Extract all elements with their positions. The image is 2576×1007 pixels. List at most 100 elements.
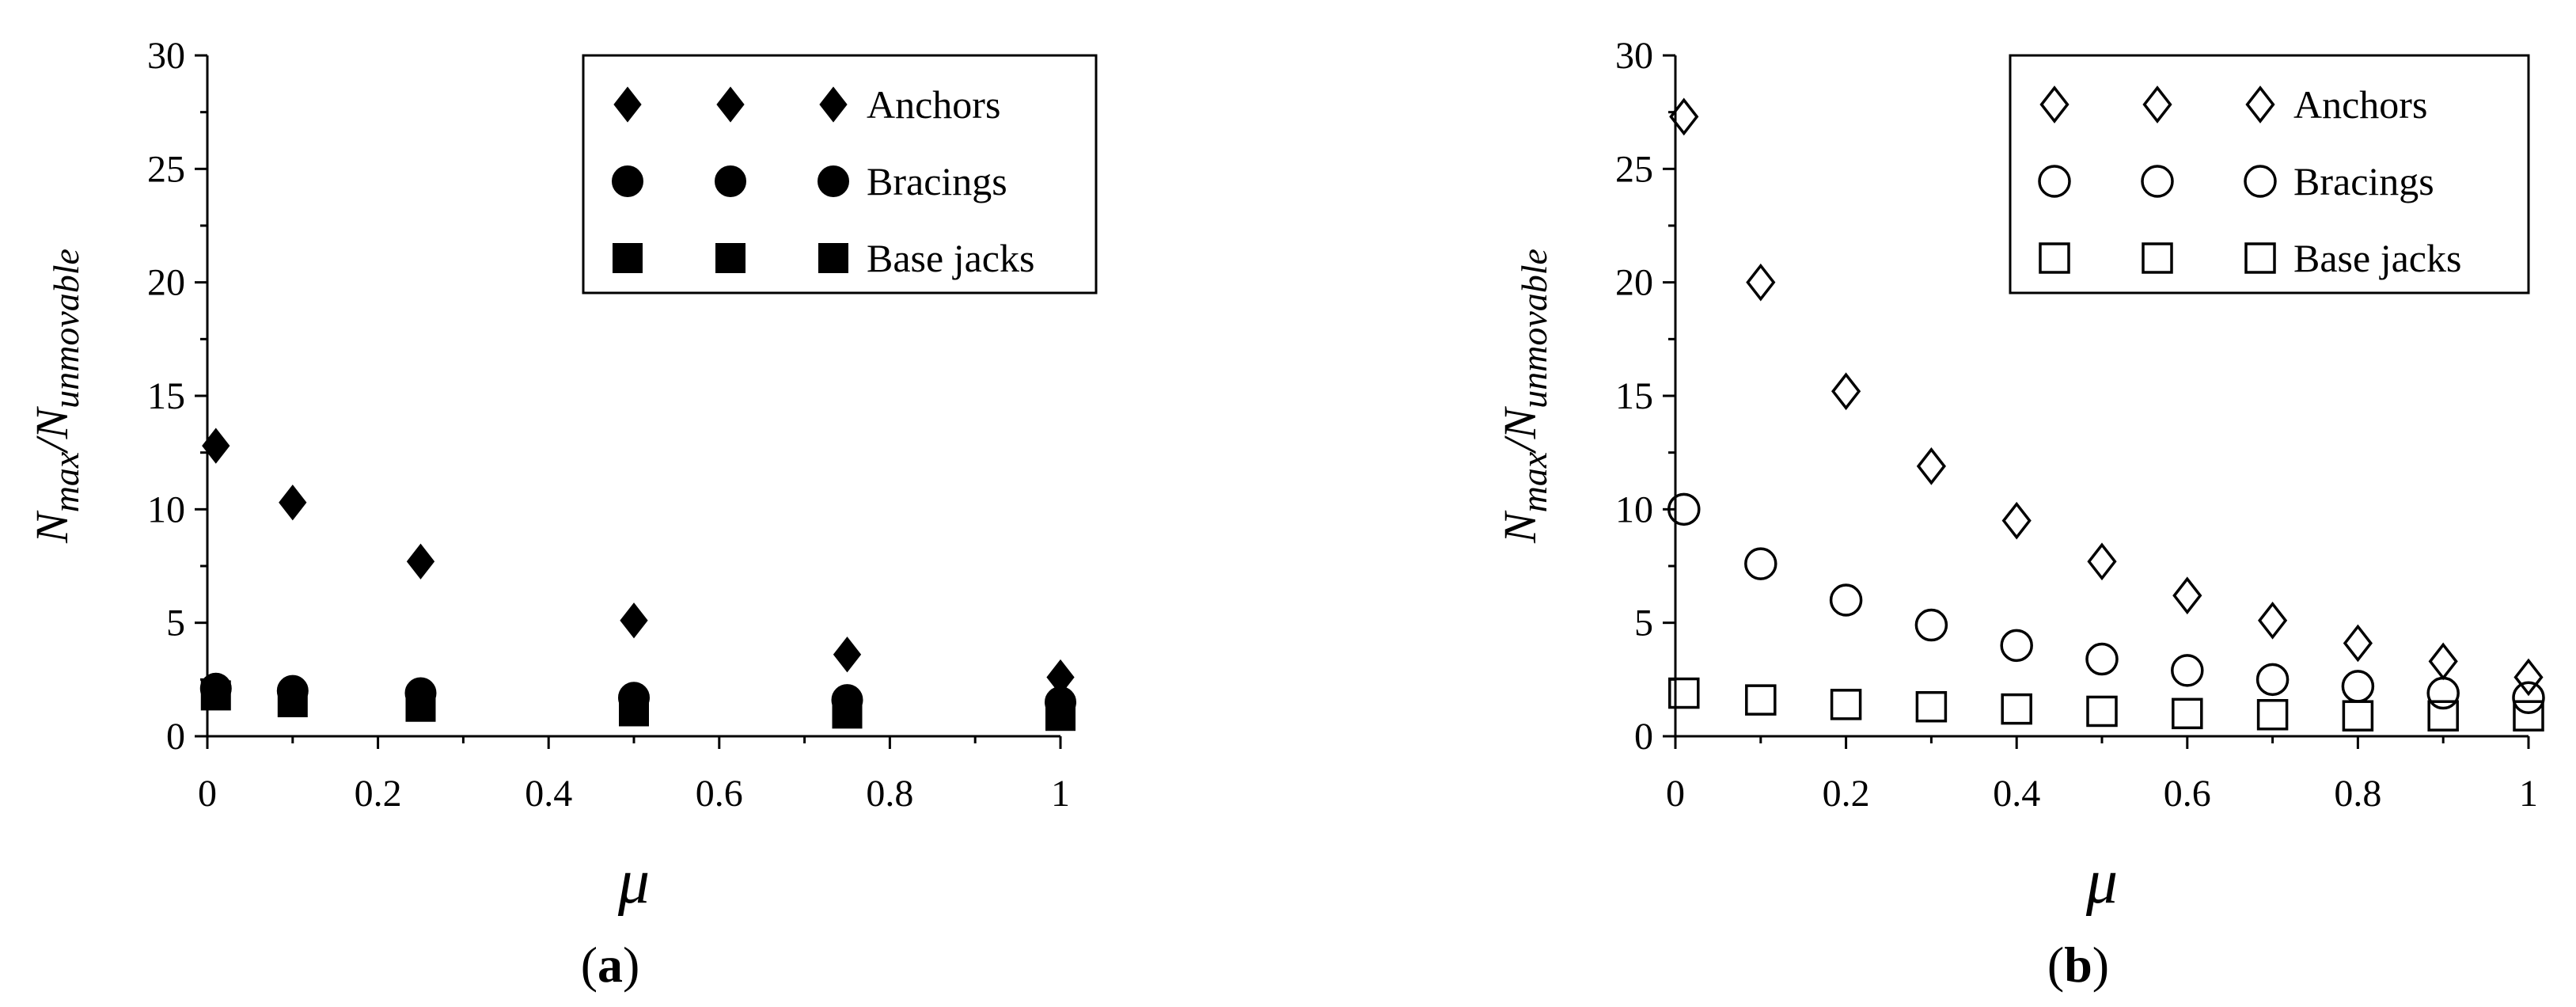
data-point (2513, 700, 2544, 732)
data-point (620, 602, 648, 639)
legend-marker (2038, 165, 2071, 198)
legend-marker (2245, 86, 2275, 124)
x-tick-label: 0.6 (696, 773, 743, 815)
data-point (405, 691, 436, 722)
y-axis-label-sub1: max (46, 451, 86, 512)
y-tick-label: 20 (147, 262, 185, 304)
data-point (1829, 583, 1863, 617)
legend-marker (715, 165, 746, 197)
legend-marker (612, 165, 643, 197)
y-axis-label-base1: N (26, 510, 78, 544)
data-point (406, 543, 435, 580)
data-point (1667, 492, 1701, 526)
legend-marker (819, 86, 848, 123)
legend-label: Anchors (2293, 82, 2427, 127)
y-tick-label: 25 (1615, 148, 1653, 190)
data-point (2087, 542, 2117, 581)
legend-marker (2142, 242, 2173, 274)
chart-panel-b: 0 5 10 15 20 25 30 0 0.2 0.4 0.6 0.8 1 μ Nmax/Nunmovab… (1494, 35, 2545, 993)
y-axis-label-sub2: unmovable (46, 249, 86, 408)
data-point (2258, 601, 2288, 640)
legend-marker (2244, 242, 2276, 274)
y-axis-label-base2: N (26, 406, 78, 440)
x-tick-label: 0.8 (2334, 773, 2381, 815)
data-point (2172, 576, 2202, 615)
data-point (279, 484, 307, 521)
data-point (277, 687, 308, 717)
data-point (2001, 693, 2032, 725)
data-point (2171, 654, 2204, 687)
series-base-jacks (1668, 677, 2544, 732)
x-tick-label: 0.4 (525, 773, 572, 815)
y-tick-label: 0 (166, 716, 185, 758)
data-point (1830, 689, 1862, 720)
legend-marker (2141, 165, 2174, 198)
legend-marker (2039, 242, 2070, 274)
data-point (1745, 684, 1777, 716)
data-point (1831, 372, 1861, 411)
data-point (2427, 700, 2459, 732)
y-tick-label: 5 (1634, 602, 1653, 644)
series-base-jacks (200, 680, 1076, 732)
legend-label: Base jacks (2293, 236, 2461, 280)
data-point (832, 698, 863, 729)
legend-label: Bracings (867, 159, 1007, 203)
data-point (2086, 695, 2118, 728)
y-tick-label: 10 (147, 488, 185, 530)
panel-label-part: ( (581, 937, 598, 993)
data-point (202, 428, 230, 464)
y-tick-label: 10 (1615, 488, 1653, 530)
legend-marker (2039, 86, 2070, 124)
legend-label: Bracings (2293, 159, 2434, 203)
legend-marker (716, 86, 745, 123)
x-tick-label: 0.6 (2164, 773, 2211, 815)
y-tick-label: 30 (147, 35, 185, 77)
y-tick-label: 20 (1615, 262, 1653, 304)
data-point (2342, 700, 2374, 732)
data-point (2513, 658, 2544, 697)
data-point (2428, 642, 2458, 681)
legend-box (2009, 54, 2530, 294)
legend: Anchors Bracings Base jacks (2009, 54, 2530, 294)
x-tick-label: 0 (198, 773, 217, 815)
y-axis-label: Nmax/Nunmovable (1494, 249, 1554, 544)
panel-label: (a) (581, 937, 640, 993)
x-tick-label: 1 (1051, 773, 1070, 815)
legend-marker (613, 243, 643, 273)
data-point (1746, 263, 1776, 302)
chart-panel-a: 0 5 10 15 20 25 30 0 0.2 0.4 0.6 0.8 1 μ Nmax/Nunmovab… (26, 35, 1098, 993)
panel-label-part: ) (623, 937, 639, 993)
data-point (2001, 501, 2032, 540)
panel-label-part: a (598, 937, 623, 993)
data-point (1669, 97, 1699, 136)
x-tick-label: 0.4 (1993, 773, 2040, 815)
data-point (2341, 670, 2375, 703)
y-tick-label: 25 (147, 148, 185, 190)
x-tick-label: 0.8 (866, 773, 913, 815)
y-tick-label: 30 (1615, 35, 1653, 77)
panel-label: (b) (2047, 937, 2109, 993)
legend-label: Anchors (867, 82, 1000, 127)
panel-label-part: ) (2092, 937, 2109, 993)
legend-marker (613, 86, 642, 123)
x-tick-label: 0.2 (1823, 773, 1870, 815)
y-tick-label: 5 (166, 602, 185, 644)
y-axis-label-sub1: max (1514, 451, 1554, 512)
y-axis-label: Nmax/Nunmovable (26, 249, 86, 544)
panel-label-part: b (2064, 937, 2092, 993)
x-axis-label: μ (2085, 847, 2118, 917)
data-point (619, 696, 649, 727)
y-tick-label: 15 (147, 375, 185, 417)
data-point (2255, 663, 2290, 697)
data-point (1744, 547, 1777, 580)
panel-label-part: ( (2047, 937, 2064, 993)
data-point (1045, 701, 1076, 732)
series-anchors (202, 428, 1075, 696)
data-point (1916, 447, 1946, 485)
data-point (2256, 699, 2289, 731)
legend-marker (818, 243, 848, 273)
data-point (2512, 681, 2545, 715)
y-tick-label: 0 (1634, 716, 1653, 758)
